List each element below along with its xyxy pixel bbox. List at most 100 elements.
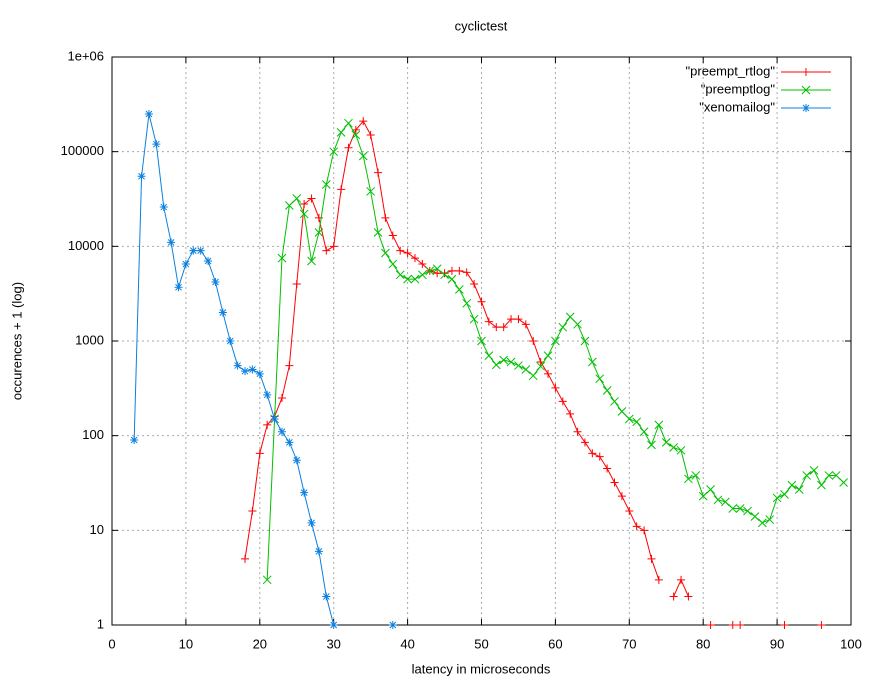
data-point: [329, 147, 339, 157]
data-point: [566, 409, 575, 418]
data-point: [299, 209, 309, 219]
data-point: [543, 351, 553, 361]
y-tick-label: 10000: [68, 238, 104, 253]
data-point: [418, 260, 427, 269]
data-point: [344, 143, 353, 152]
data-point: [432, 264, 442, 274]
data-point: [388, 621, 397, 629]
data-point: [285, 201, 294, 210]
data-point: [433, 269, 442, 278]
data-point: [322, 246, 331, 255]
data-point: [640, 526, 649, 535]
data-point: [174, 283, 183, 292]
data-point: [277, 253, 287, 263]
data-point: [706, 621, 715, 629]
data-point: [507, 315, 516, 324]
data-point: [477, 336, 486, 346]
data-point: [802, 471, 812, 480]
data-point: [654, 420, 664, 430]
data-point: [780, 621, 789, 629]
x-tick-label: 40: [400, 636, 414, 651]
data-point: [647, 554, 656, 563]
legend-label: "preemptlog": [701, 81, 776, 96]
data-point: [831, 471, 841, 480]
data-point: [587, 357, 597, 367]
data-point: [794, 485, 804, 494]
data-point: [285, 361, 294, 370]
data-point: [204, 256, 213, 265]
data-point: [336, 127, 346, 137]
data-point: [728, 504, 738, 513]
data-point: [617, 407, 627, 416]
data-point: [292, 194, 302, 203]
data-point: [396, 246, 405, 255]
data-point: [388, 231, 397, 240]
data-point: [292, 280, 301, 289]
y-tick-label: 100000: [61, 143, 104, 158]
data-point: [307, 518, 316, 527]
data-point: [484, 351, 494, 361]
data-point: [403, 249, 412, 258]
data-point: [580, 336, 590, 346]
x-tick-label: 70: [622, 636, 636, 651]
data-point: [218, 308, 227, 317]
data-point: [196, 246, 205, 255]
data-point: [617, 492, 626, 501]
data-point: [551, 383, 560, 392]
data-point: [632, 417, 642, 427]
x-tick-label: 60: [548, 636, 562, 651]
data-point: [462, 268, 471, 277]
data-point: [677, 575, 686, 584]
data-point: [529, 337, 538, 345]
data-point: [499, 323, 508, 332]
legend-label: "xenomailog": [699, 99, 775, 114]
data-point: [839, 478, 848, 487]
series-line: [134, 114, 393, 625]
data-point: [159, 203, 168, 212]
data-point: [809, 466, 819, 475]
data-point: [706, 485, 715, 494]
data-point: [691, 471, 701, 480]
data-point: [676, 445, 686, 455]
x-tick-label: 50: [474, 636, 488, 651]
data-point: [824, 471, 834, 480]
data-point: [410, 274, 420, 284]
x-tick-label: 10: [179, 636, 193, 651]
data-point: [492, 323, 501, 332]
x-tick-label: 90: [770, 636, 784, 651]
data-point: [321, 180, 331, 189]
data-point: [358, 151, 368, 161]
data-point: [521, 320, 530, 329]
data-point: [536, 361, 545, 371]
data-point: [447, 274, 457, 284]
data-point: [713, 495, 723, 505]
legend-marker: [801, 85, 811, 95]
plot-border: [111, 56, 852, 626]
data-point: [610, 478, 619, 487]
data-point: [329, 242, 338, 251]
series-line: [266, 122, 844, 580]
data-point: [721, 497, 730, 507]
y-tick-label: 10: [90, 522, 104, 537]
data-point: [381, 213, 390, 222]
data-point: [263, 420, 272, 429]
data-point: [669, 592, 678, 601]
y-tick-label: 100: [82, 427, 104, 442]
data-point: [388, 259, 398, 269]
data-point: [344, 118, 353, 128]
x-tick-label: 0: [108, 636, 115, 651]
data-point: [817, 480, 826, 490]
data-point: [684, 474, 693, 484]
data-point: [521, 365, 531, 374]
data-point: [366, 187, 376, 196]
data-point: [337, 185, 346, 194]
data-point: [484, 317, 493, 326]
data-point: [551, 336, 560, 346]
legend-marker: [802, 68, 810, 76]
data-point: [757, 518, 767, 528]
data-point: [241, 367, 250, 376]
data-point: [602, 386, 612, 395]
chart-title: cyclictest: [455, 18, 508, 33]
data-point: [647, 440, 656, 450]
